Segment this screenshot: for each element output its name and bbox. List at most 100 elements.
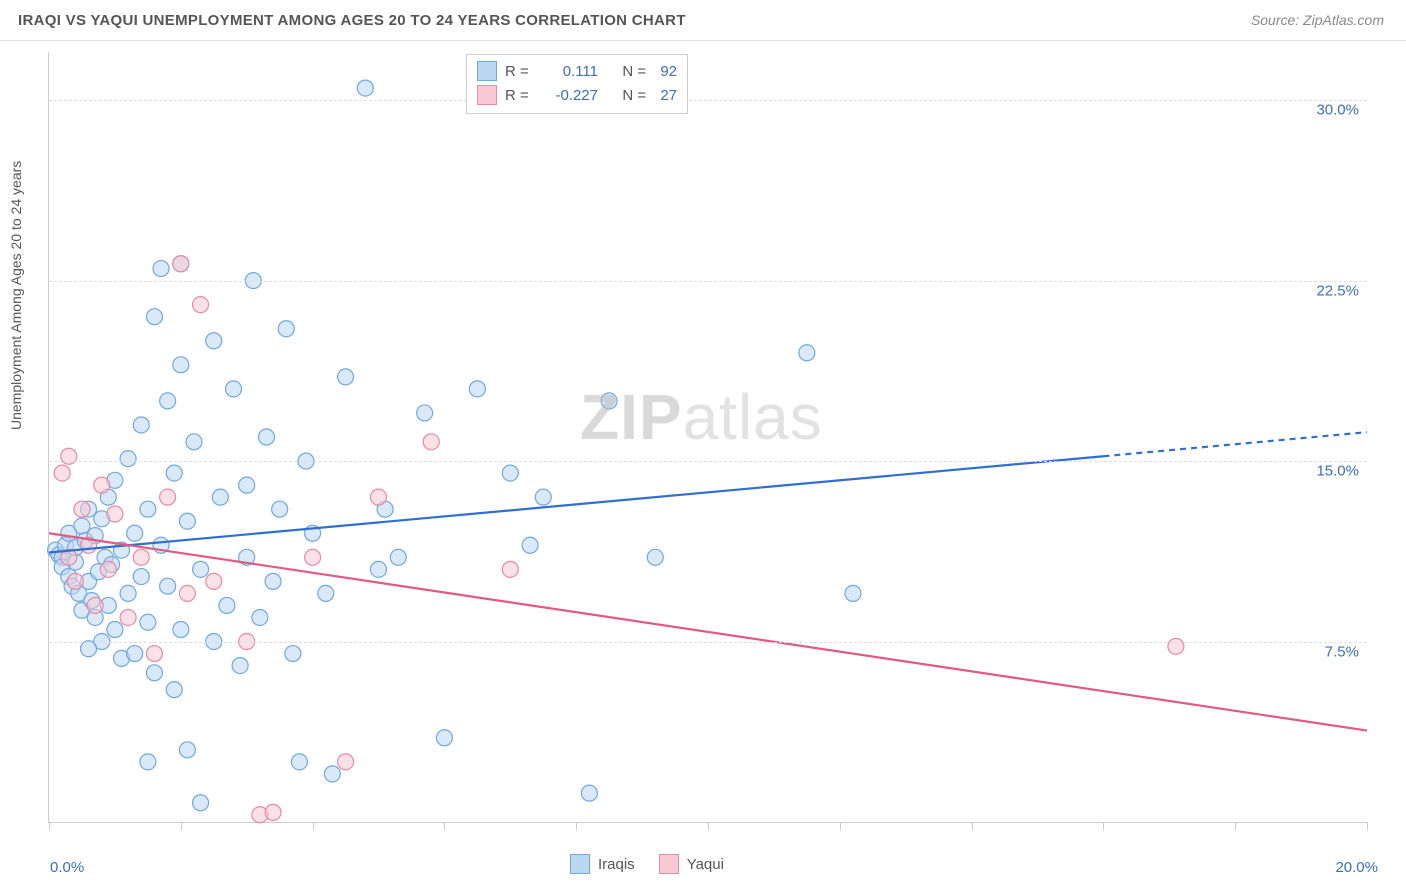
scatter-point bbox=[581, 785, 597, 801]
legend-stats: R =0.111 N =92R =-0.227 N =27 bbox=[466, 54, 688, 114]
legend-swatch bbox=[477, 61, 497, 81]
legend-r-value: 0.111 bbox=[543, 63, 598, 80]
scatter-point bbox=[179, 585, 195, 601]
scatter-point bbox=[173, 357, 189, 373]
scatter-point bbox=[127, 646, 143, 662]
plot-svg bbox=[49, 52, 1367, 822]
scatter-point bbox=[193, 561, 209, 577]
gridline bbox=[49, 461, 1367, 462]
regression-line-extrapolated bbox=[1103, 432, 1367, 456]
scatter-point bbox=[226, 381, 242, 397]
gridline bbox=[49, 100, 1367, 101]
legend-swatch bbox=[477, 85, 497, 105]
scatter-point bbox=[601, 393, 617, 409]
scatter-point bbox=[120, 585, 136, 601]
scatter-point bbox=[81, 641, 97, 657]
scatter-point bbox=[278, 321, 294, 337]
scatter-point bbox=[160, 393, 176, 409]
scatter-point bbox=[127, 525, 143, 541]
scatter-point bbox=[160, 578, 176, 594]
scatter-point bbox=[436, 730, 452, 746]
source-label: Source: ZipAtlas.com bbox=[1251, 12, 1384, 28]
scatter-point bbox=[502, 465, 518, 481]
x-tick bbox=[1235, 822, 1236, 830]
scatter-point bbox=[160, 489, 176, 505]
scatter-point bbox=[390, 549, 406, 565]
scatter-point bbox=[179, 742, 195, 758]
header-bar: IRAQI VS YAQUI UNEMPLOYMENT AMONG AGES 2… bbox=[0, 0, 1406, 41]
scatter-point bbox=[120, 609, 136, 625]
legend-swatch bbox=[570, 854, 590, 874]
x-tick bbox=[313, 822, 314, 830]
legend-series-item: Yaqui bbox=[659, 854, 724, 874]
scatter-point bbox=[252, 609, 268, 625]
scatter-point bbox=[107, 622, 123, 638]
scatter-point bbox=[305, 549, 321, 565]
scatter-point bbox=[107, 506, 123, 522]
scatter-point bbox=[146, 646, 162, 662]
y-tick-label: 15.0% bbox=[1316, 463, 1359, 480]
x-tick bbox=[840, 822, 841, 830]
legend-series: Iraqis Yaqui bbox=[570, 854, 724, 874]
scatter-point bbox=[845, 585, 861, 601]
scatter-point bbox=[318, 585, 334, 601]
scatter-point bbox=[166, 465, 182, 481]
scatter-point bbox=[502, 561, 518, 577]
x-axis-max-label: 20.0% bbox=[1335, 859, 1378, 876]
scatter-point bbox=[133, 417, 149, 433]
legend-swatch bbox=[659, 854, 679, 874]
legend-series-label: Yaqui bbox=[687, 856, 724, 873]
scatter-point bbox=[212, 489, 228, 505]
scatter-point bbox=[371, 489, 387, 505]
legend-n-value: 92 bbox=[660, 63, 677, 80]
y-tick-label: 30.0% bbox=[1316, 102, 1359, 119]
x-tick bbox=[576, 822, 577, 830]
scatter-point bbox=[522, 537, 538, 553]
scatter-point bbox=[206, 573, 222, 589]
x-tick bbox=[1103, 822, 1104, 830]
scatter-point bbox=[265, 573, 281, 589]
scatter-point bbox=[232, 658, 248, 674]
scatter-point bbox=[265, 804, 281, 820]
chart-title: IRAQI VS YAQUI UNEMPLOYMENT AMONG AGES 2… bbox=[18, 12, 686, 29]
scatter-point bbox=[324, 766, 340, 782]
scatter-point bbox=[272, 501, 288, 517]
y-axis-label: Unemployment Among Ages 20 to 24 years bbox=[8, 161, 24, 430]
scatter-point bbox=[173, 622, 189, 638]
legend-series-label: Iraqis bbox=[598, 856, 635, 873]
scatter-point bbox=[193, 795, 209, 811]
legend-r-label: R = bbox=[505, 87, 535, 104]
legend-series-item: Iraqis bbox=[570, 854, 635, 874]
scatter-point bbox=[469, 381, 485, 397]
scatter-point bbox=[357, 80, 373, 96]
scatter-point bbox=[120, 451, 136, 467]
scatter-point bbox=[338, 369, 354, 385]
scatter-point bbox=[140, 614, 156, 630]
scatter-point bbox=[206, 333, 222, 349]
x-tick bbox=[49, 822, 50, 830]
scatter-point bbox=[146, 665, 162, 681]
scatter-point bbox=[146, 309, 162, 325]
y-tick-label: 22.5% bbox=[1316, 282, 1359, 299]
scatter-point bbox=[100, 561, 116, 577]
x-tick bbox=[972, 822, 973, 830]
scatter-point bbox=[423, 434, 439, 450]
x-tick bbox=[181, 822, 182, 830]
scatter-point bbox=[371, 561, 387, 577]
legend-r-label: R = bbox=[505, 63, 535, 80]
scatter-point bbox=[239, 477, 255, 493]
scatter-point bbox=[140, 754, 156, 770]
x-tick bbox=[708, 822, 709, 830]
regression-line bbox=[49, 456, 1103, 552]
scatter-point bbox=[133, 569, 149, 585]
regression-line bbox=[49, 533, 1367, 730]
x-tick bbox=[1367, 822, 1368, 830]
legend-stats-row: R =0.111 N =92 bbox=[477, 59, 677, 83]
legend-r-value: -0.227 bbox=[543, 87, 598, 104]
scatter-point bbox=[173, 256, 189, 272]
legend-n-label: N = bbox=[622, 87, 652, 104]
gridline bbox=[49, 281, 1367, 282]
x-axis-min-label: 0.0% bbox=[50, 859, 84, 876]
scatter-point bbox=[535, 489, 551, 505]
scatter-point bbox=[285, 646, 301, 662]
